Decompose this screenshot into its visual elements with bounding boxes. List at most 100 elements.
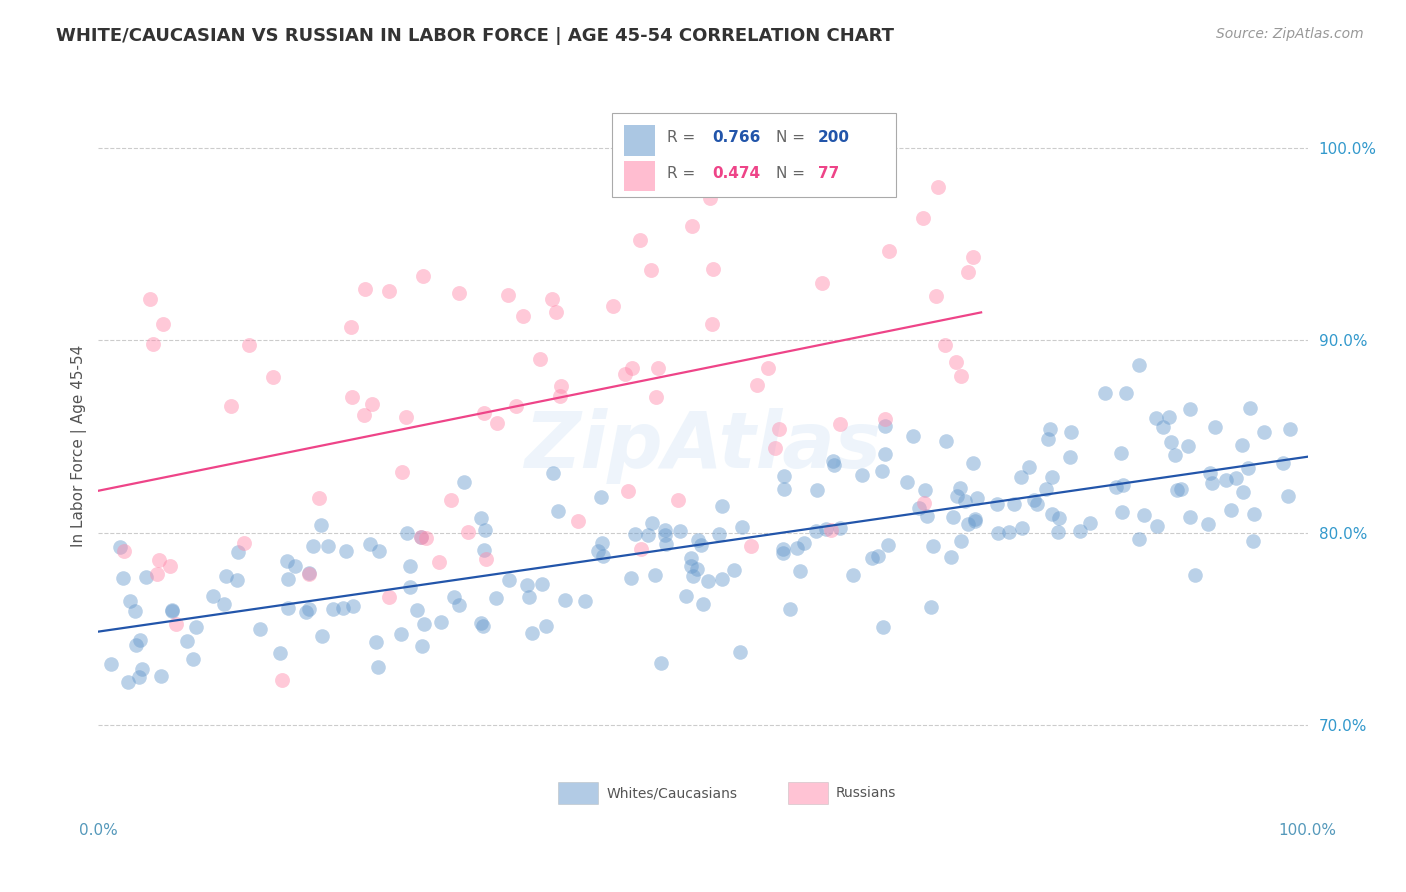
Point: [1040, 508, 1063, 522]
Point: [112, 544, 135, 558]
Point: [238, 338, 260, 352]
Point: [249, 622, 271, 636]
Point: [877, 244, 900, 259]
Point: [364, 635, 387, 649]
Point: [412, 616, 434, 631]
Point: [152, 317, 174, 331]
Point: [276, 554, 298, 568]
Point: [925, 289, 948, 303]
Point: [472, 542, 495, 557]
Point: [1036, 433, 1059, 447]
Point: [935, 434, 957, 449]
Point: [1271, 456, 1294, 470]
Point: [768, 422, 790, 436]
Point: [872, 620, 894, 634]
Point: [1024, 492, 1046, 507]
Point: [773, 469, 796, 483]
Point: [544, 305, 567, 319]
Point: [165, 616, 187, 631]
Point: [505, 399, 527, 413]
Y-axis label: In Labor Force | Age 45-54: In Labor Force | Age 45-54: [72, 345, 87, 547]
Point: [411, 530, 433, 544]
Point: [1232, 485, 1254, 500]
Point: [692, 597, 714, 611]
Point: [574, 594, 596, 608]
Point: [820, 523, 842, 537]
Point: [184, 620, 207, 634]
Point: [135, 570, 157, 584]
Point: [139, 292, 162, 306]
Point: [277, 600, 299, 615]
Point: [789, 564, 811, 578]
Point: [1105, 480, 1128, 494]
Point: [150, 669, 173, 683]
Point: [219, 399, 242, 413]
Point: [340, 390, 363, 404]
Point: [443, 590, 465, 604]
Point: [398, 580, 420, 594]
Point: [591, 491, 613, 505]
Point: [756, 360, 779, 375]
Point: [675, 589, 697, 603]
Point: [412, 268, 434, 283]
Point: [763, 441, 786, 455]
Point: [1236, 461, 1258, 475]
Point: [377, 590, 399, 604]
Point: [870, 465, 893, 479]
Point: [516, 577, 538, 591]
Point: [828, 521, 851, 535]
Text: 0.474: 0.474: [713, 166, 761, 181]
Point: [295, 605, 318, 619]
Point: [591, 536, 613, 550]
Point: [332, 601, 354, 615]
Point: [1243, 507, 1265, 521]
Text: 0.766: 0.766: [713, 130, 761, 145]
Point: [1111, 505, 1133, 519]
Point: [269, 646, 291, 660]
Point: [628, 233, 651, 247]
Text: R =: R =: [666, 130, 695, 145]
Point: [567, 514, 589, 528]
Point: [956, 265, 979, 279]
Point: [225, 574, 247, 588]
Point: [730, 645, 752, 659]
Point: [550, 379, 572, 393]
Text: WHITE/CAUCASIAN VS RUSSIAN IN LABOR FORCE | AGE 45-54 CORRELATION CHART: WHITE/CAUCASIAN VS RUSSIAN IN LABOR FORC…: [56, 27, 894, 45]
Point: [1166, 483, 1188, 497]
Point: [877, 538, 900, 552]
Point: [873, 411, 896, 425]
Point: [128, 632, 150, 647]
Point: [637, 528, 659, 542]
Point: [100, 657, 122, 672]
Point: [519, 590, 541, 604]
Point: [298, 601, 321, 615]
Point: [453, 475, 475, 490]
Point: [654, 528, 676, 542]
Point: [117, 675, 139, 690]
Point: [669, 524, 692, 538]
Point: [842, 568, 865, 582]
Point: [640, 263, 662, 277]
Point: [962, 456, 984, 470]
FancyBboxPatch shape: [613, 113, 897, 197]
Point: [1144, 411, 1167, 425]
Point: [181, 651, 204, 665]
Point: [679, 550, 702, 565]
Text: N =: N =: [776, 166, 804, 181]
Point: [427, 555, 450, 569]
Point: [860, 550, 883, 565]
Point: [914, 483, 936, 497]
Point: [942, 510, 965, 524]
Point: [212, 597, 235, 611]
Point: [690, 538, 713, 552]
Point: [1010, 470, 1032, 484]
Point: [318, 539, 340, 553]
Point: [1047, 524, 1070, 539]
Point: [142, 336, 165, 351]
Point: [945, 355, 967, 369]
Point: [176, 634, 198, 648]
Point: [146, 566, 169, 581]
Text: Source: ZipAtlas.com: Source: ZipAtlas.com: [1216, 27, 1364, 41]
Point: [866, 549, 889, 563]
Point: [1128, 358, 1150, 372]
